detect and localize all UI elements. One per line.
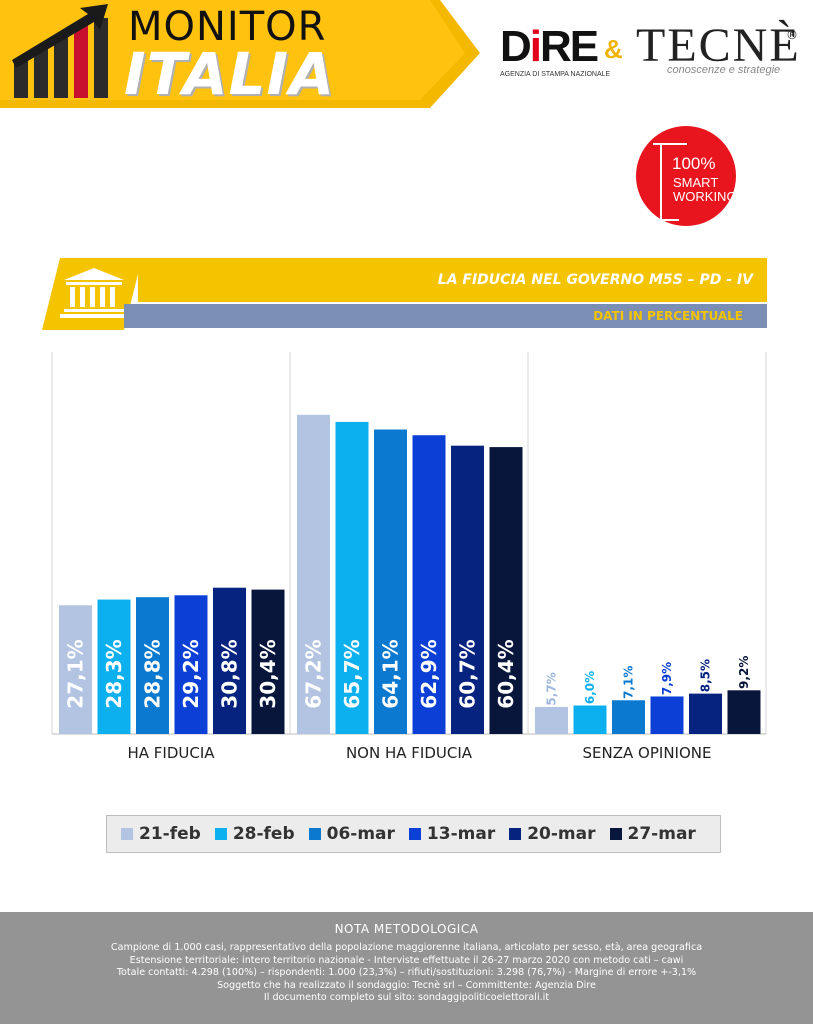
- legend-swatch: [609, 828, 622, 840]
- bar-06-mar-0: [136, 597, 169, 734]
- legend-item: 27-mar: [609, 824, 696, 844]
- data-label: 60,4%: [494, 639, 518, 708]
- bar-27-mar-2: [727, 690, 761, 734]
- band-icon-box: [42, 258, 142, 330]
- chart-subtitle: DATI IN PERCENTUALE: [593, 309, 743, 323]
- bar-21-feb-2: [535, 706, 568, 734]
- ampersand: &: [604, 34, 623, 64]
- chart-title: LA FIDUCIA NEL GOVERNO M5S – PD - IV: [437, 272, 753, 288]
- badge-working: WORKING: [673, 189, 737, 204]
- bar-20-mar-0: [213, 587, 246, 734]
- data-label: 27,1%: [64, 639, 88, 708]
- header-banner: MONITOR ITALIA DiRE AGENZIA DI STAMPA NA…: [0, 0, 813, 110]
- data-label: 60,7%: [456, 639, 480, 708]
- smart-working-badge: 100% SMART WORKING: [633, 126, 762, 229]
- legend-item: 21-feb: [121, 824, 201, 844]
- bar-28-feb-0: [97, 599, 131, 734]
- legend-item: 13-mar: [408, 824, 496, 844]
- t-logo-icon: [653, 143, 687, 221]
- banner-graphics: [0, 0, 480, 108]
- chart-legend: 21-feb 28-feb 06-mar 13-mar 20-mar 27-mar: [106, 815, 721, 853]
- category-label: HA FIDUCIA: [127, 744, 215, 762]
- footer-line: Il documento completo sul sito: sondaggi…: [263, 992, 550, 1003]
- tecne-logo: TECNÈ: [636, 19, 801, 72]
- data-label: 65,7%: [340, 639, 364, 708]
- data-label: 67,2%: [302, 639, 326, 708]
- monitor-title: MONITOR: [128, 4, 327, 50]
- legend-label: 20-mar: [527, 824, 596, 844]
- footer-title: NOTA METODOLOGICA: [334, 922, 479, 936]
- dire-logo: DiRE: [500, 22, 599, 71]
- bar-06-mar-1: [374, 429, 407, 734]
- legend-swatch: [121, 828, 133, 840]
- legend-label: 28-feb: [232, 824, 295, 844]
- bar-21-feb-1: [297, 414, 330, 734]
- government-building-icon: [60, 268, 128, 318]
- badge-percent: 100%: [672, 154, 716, 173]
- band-title-bar: LA FIDUCIA NEL GOVERNO M5S – PD - IV: [138, 258, 767, 302]
- badge-smart: SMART: [673, 175, 719, 190]
- data-label: 6,0%: [583, 671, 597, 704]
- bar-13-mar-1: [412, 435, 446, 734]
- legend-label: 27-mar: [627, 824, 696, 844]
- bar-06-mar-2: [612, 700, 645, 734]
- data-label: 7,1%: [622, 666, 636, 699]
- badge-text: SMART WORKING: [673, 176, 737, 204]
- data-label: 28,8%: [141, 639, 165, 708]
- data-label: 7,9%: [660, 662, 674, 695]
- data-label: 9,2%: [737, 656, 751, 689]
- bar-28-feb-2: [573, 705, 607, 734]
- bar-27-mar-0: [251, 589, 285, 734]
- legend-swatch: [214, 828, 227, 840]
- title-band: LA FIDUCIA NEL GOVERNO M5S – PD - IV DAT…: [42, 258, 767, 330]
- chart-logo-icon: [12, 4, 108, 98]
- footer-line: Soggetto che ha realizzato il sondaggio:…: [217, 979, 596, 991]
- methodology-footer: NOTA METODOLOGICA Campione di 1.000 casi…: [0, 912, 813, 1024]
- data-label: 29,2%: [179, 639, 203, 708]
- bar-13-mar-0: [174, 595, 208, 734]
- data-label: 64,1%: [379, 639, 403, 708]
- bar-chart: 27,1% 28,3% 28,8% 29,2% 30,8% 30,4% HA FIDUCIA…: [51, 352, 767, 762]
- legend-item: 28-feb: [214, 824, 295, 844]
- bar-20-mar-2: [689, 693, 722, 734]
- bar-28-feb-1: [335, 421, 369, 734]
- data-label: 5,7%: [545, 672, 559, 705]
- footer-line: Estensione territoriale: intero territor…: [129, 954, 684, 966]
- data-label: 28,3%: [102, 639, 126, 708]
- registered-mark: ®: [786, 28, 798, 42]
- footer-line: Totale contatti: 4.298 (100%) – risponde…: [116, 967, 697, 978]
- legend-label: 06-mar: [326, 824, 395, 844]
- footer-lines: Campione di 1.000 casi, rappresentativo …: [0, 942, 813, 1005]
- legend-label: 13-mar: [426, 824, 496, 844]
- legend-swatch: [408, 828, 421, 840]
- legend-item: 06-mar: [308, 824, 395, 844]
- tecne-tagline: conoscenze e strategie: [667, 64, 781, 76]
- footer-line: Campione di 1.000 casi, rappresentativo …: [110, 942, 703, 953]
- category-label: SENZA OPINIONE: [583, 744, 712, 762]
- bar-13-mar-2: [650, 696, 684, 734]
- dire-tagline: AGENZIA DI STAMPA NAZIONALE: [500, 71, 611, 78]
- bar-27-mar-1: [489, 447, 523, 734]
- band-subtitle-bar: DATI IN PERCENTUALE: [124, 304, 767, 328]
- data-label: 30,4%: [256, 639, 280, 708]
- bar-20-mar-1: [451, 445, 484, 734]
- data-label: 8,5%: [699, 659, 713, 692]
- legend-swatch: [509, 828, 522, 840]
- badge-circle: [636, 126, 736, 226]
- data-label: 62,9%: [417, 639, 441, 708]
- category-label: NON HA FIDUCIA: [346, 744, 473, 762]
- legend-item: 20-mar: [509, 824, 596, 844]
- bar-21-feb-0: [59, 605, 92, 734]
- data-label: 30,8%: [218, 639, 242, 708]
- legend-swatch: [308, 828, 321, 840]
- legend-label: 21-feb: [139, 824, 201, 844]
- italia-title: ITALIA: [124, 40, 335, 108]
